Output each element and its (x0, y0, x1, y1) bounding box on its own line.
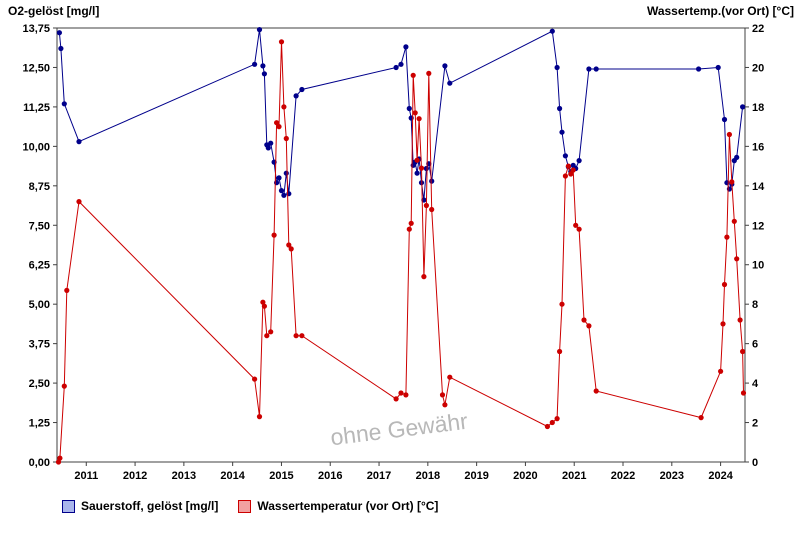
svg-text:18: 18 (752, 102, 764, 114)
svg-text:2022: 2022 (611, 470, 635, 482)
svg-text:5,00: 5,00 (29, 299, 50, 311)
svg-text:22: 22 (752, 23, 764, 35)
svg-text:2019: 2019 (464, 470, 488, 482)
svg-text:12,50: 12,50 (22, 62, 50, 74)
svg-text:1,25: 1,25 (29, 418, 50, 430)
svg-text:12: 12 (752, 220, 764, 232)
legend-label-temperature: Wassertemperatur (vor Ort) [°C] (257, 499, 439, 513)
svg-text:20: 20 (752, 62, 764, 74)
temperature-swatch-icon (238, 499, 252, 513)
legend-item-oxygen: Sauerstoff, gelöst [mg/l] (62, 499, 218, 513)
svg-text:2021: 2021 (562, 470, 586, 482)
svg-text:16: 16 (752, 141, 764, 153)
svg-text:14: 14 (752, 181, 765, 193)
svg-text:2016: 2016 (318, 470, 342, 482)
svg-text:2023: 2023 (660, 470, 684, 482)
svg-text:ohne Gewähr: ohne Gewähr (329, 408, 470, 451)
svg-text:10: 10 (752, 260, 764, 272)
svg-text:0,00: 0,00 (29, 457, 50, 469)
legend-label-oxygen: Sauerstoff, gelöst [mg/l] (81, 499, 219, 513)
svg-text:2011: 2011 (74, 470, 98, 482)
svg-text:0: 0 (752, 457, 758, 469)
left-axis-title: O2-gelöst [mg/l] (8, 4, 100, 18)
svg-text:11,25: 11,25 (23, 102, 50, 114)
svg-text:2012: 2012 (123, 470, 147, 482)
svg-text:2018: 2018 (416, 470, 440, 482)
svg-text:2013: 2013 (172, 470, 196, 482)
svg-text:3,75: 3,75 (29, 339, 50, 351)
svg-text:2020: 2020 (513, 470, 537, 482)
legend: Sauerstoff, gelöst [mg/l] Wassertemperat… (62, 499, 438, 513)
oxygen-swatch-icon (62, 499, 75, 513)
legend-item-temperature: Wassertemperatur (vor Ort) [°C] (238, 499, 438, 513)
svg-text:2: 2 (752, 418, 758, 430)
svg-text:7,50: 7,50 (29, 220, 50, 232)
svg-text:13,75: 13,75 (22, 23, 50, 35)
svg-text:6,25: 6,25 (29, 260, 50, 272)
svg-text:8,75: 8,75 (29, 181, 50, 193)
svg-text:2,50: 2,50 (29, 378, 50, 390)
right-axis-title: Wassertemp.(vor Ort) [°C] (646, 4, 794, 18)
svg-text:2015: 2015 (269, 470, 293, 482)
svg-text:6: 6 (752, 339, 758, 351)
svg-text:2017: 2017 (367, 470, 391, 482)
svg-text:2014: 2014 (220, 470, 245, 482)
svg-text:10,00: 10,00 (22, 141, 50, 153)
svg-text:2024: 2024 (708, 470, 733, 482)
svg-text:8: 8 (752, 299, 758, 311)
svg-text:4: 4 (752, 378, 759, 390)
